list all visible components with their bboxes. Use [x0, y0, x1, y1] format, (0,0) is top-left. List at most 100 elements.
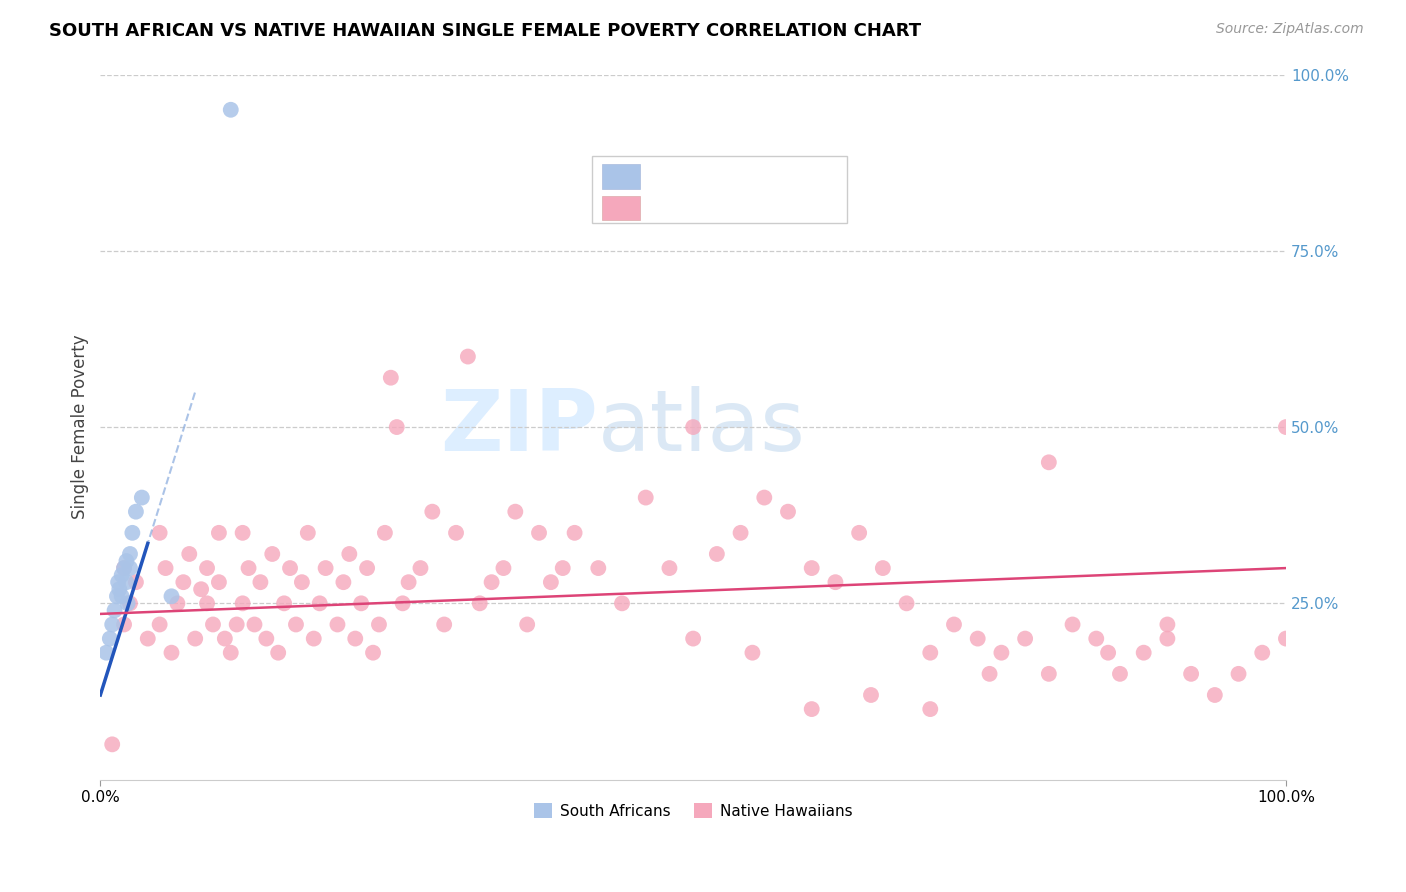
Text: Source: ZipAtlas.com: Source: ZipAtlas.com	[1216, 22, 1364, 37]
Point	[118, 561, 141, 575]
Point	[433, 617, 456, 632]
Point	[238, 561, 260, 575]
Point	[278, 561, 301, 575]
Point	[101, 737, 124, 751]
Point	[824, 575, 846, 590]
Point	[1014, 632, 1036, 646]
Point	[201, 617, 224, 632]
Point	[125, 575, 148, 590]
Point	[385, 420, 408, 434]
Point	[172, 575, 194, 590]
Point	[232, 596, 254, 610]
Point	[706, 547, 728, 561]
Text: R =: R =	[654, 168, 690, 186]
Point	[444, 525, 467, 540]
Text: R =: R =	[654, 199, 690, 217]
Point	[160, 646, 183, 660]
Point	[118, 547, 141, 561]
Legend: South Africans, Native Hawaiians: South Africans, Native Hawaiians	[529, 797, 858, 825]
Point	[634, 491, 657, 505]
Point	[374, 525, 396, 540]
Point	[1275, 420, 1298, 434]
Point	[195, 561, 218, 575]
Point	[249, 575, 271, 590]
Point	[112, 617, 135, 632]
Point	[112, 561, 135, 575]
Point	[457, 350, 479, 364]
Point	[131, 491, 153, 505]
Point	[920, 646, 942, 660]
Point	[166, 596, 188, 610]
Point	[121, 525, 143, 540]
Point	[468, 596, 491, 610]
Point	[108, 582, 131, 597]
Point	[155, 561, 177, 575]
Text: SOUTH AFRICAN VS NATIVE HAWAIIAN SINGLE FEMALE POVERTY CORRELATION CHART: SOUTH AFRICAN VS NATIVE HAWAIIAN SINGLE …	[49, 22, 921, 40]
Point	[1132, 646, 1154, 660]
Point	[308, 596, 330, 610]
Point	[391, 596, 413, 610]
Point	[302, 632, 325, 646]
Point	[184, 632, 207, 646]
Point	[492, 561, 515, 575]
Point	[776, 505, 799, 519]
Point	[527, 525, 550, 540]
Point	[1109, 666, 1132, 681]
Point	[990, 646, 1012, 660]
Point	[356, 561, 378, 575]
Point	[115, 554, 138, 568]
Point	[848, 525, 870, 540]
Text: N =: N =	[742, 199, 790, 217]
Text: 20: 20	[806, 168, 830, 186]
Point	[149, 525, 172, 540]
Point	[195, 596, 218, 610]
Point	[540, 575, 562, 590]
Point	[267, 646, 290, 660]
Point	[979, 666, 1001, 681]
Point	[105, 589, 128, 603]
Point	[420, 505, 443, 519]
Point	[214, 632, 236, 646]
Point	[741, 646, 763, 660]
Point	[103, 603, 125, 617]
Point	[1275, 632, 1298, 646]
Point	[232, 525, 254, 540]
Point	[588, 561, 610, 575]
Point	[754, 491, 776, 505]
FancyBboxPatch shape	[592, 155, 848, 223]
Point	[800, 561, 823, 575]
Point	[125, 505, 148, 519]
Point	[1097, 646, 1119, 660]
Point	[1204, 688, 1226, 702]
Point	[1062, 617, 1084, 632]
Point	[190, 582, 212, 597]
Point	[1251, 646, 1274, 660]
Point	[115, 575, 138, 590]
Point	[1156, 632, 1178, 646]
Point	[326, 617, 349, 632]
Point	[516, 617, 538, 632]
Point	[682, 632, 704, 646]
Point	[1038, 455, 1060, 469]
Point	[800, 702, 823, 716]
Point	[111, 589, 134, 603]
Point	[219, 103, 242, 117]
Text: 0.525: 0.525	[699, 168, 752, 186]
Text: 106: 106	[806, 199, 841, 217]
Point	[859, 688, 882, 702]
Point	[291, 575, 314, 590]
Point	[112, 561, 135, 575]
Point	[98, 632, 121, 646]
Point	[225, 617, 247, 632]
FancyBboxPatch shape	[602, 164, 640, 189]
Point	[943, 617, 966, 632]
Point	[297, 525, 319, 540]
Point	[179, 547, 201, 561]
Point	[409, 561, 432, 575]
Point	[682, 420, 704, 434]
Point	[1156, 617, 1178, 632]
Point	[398, 575, 420, 590]
Point	[332, 575, 354, 590]
Point	[262, 547, 284, 561]
Text: atlas: atlas	[599, 385, 806, 468]
